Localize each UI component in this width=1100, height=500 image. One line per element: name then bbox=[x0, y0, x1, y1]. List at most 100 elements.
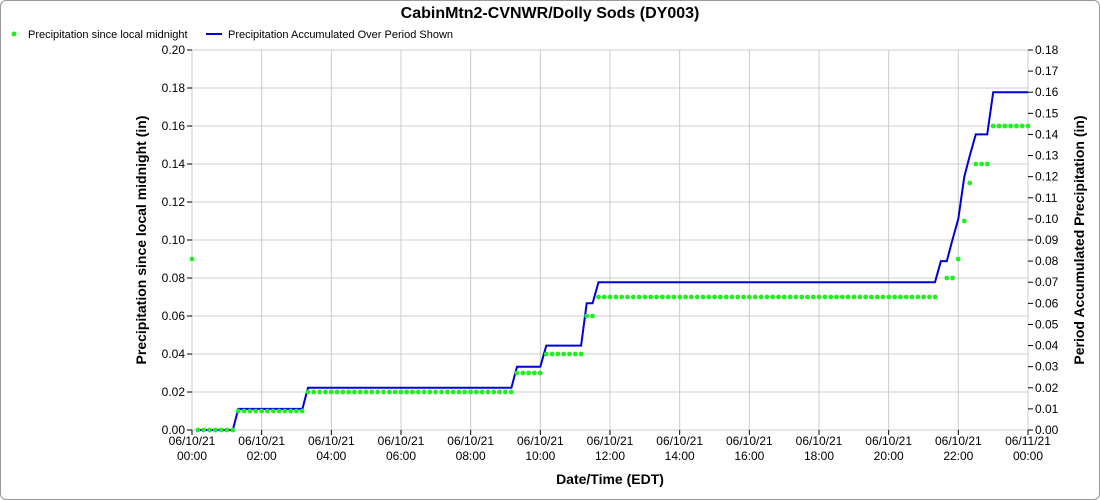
x-tick-date-label: 06/10/21 bbox=[796, 434, 843, 448]
y-left-tick-label: 0.04 bbox=[162, 347, 186, 361]
x-tick-date-label: 06/10/21 bbox=[517, 434, 564, 448]
precip-since-midnight-point bbox=[781, 294, 787, 300]
precip-since-midnight-point bbox=[961, 218, 967, 224]
precip-since-midnight-point bbox=[764, 294, 770, 300]
y-right-tick-label: 0.01 bbox=[1035, 402, 1059, 416]
precip-since-midnight-point bbox=[247, 408, 253, 414]
precip-since-midnight-point bbox=[386, 389, 392, 395]
precip-since-midnight-point bbox=[990, 123, 996, 129]
precip-since-midnight-point bbox=[810, 294, 816, 300]
precip-since-midnight-point bbox=[340, 389, 346, 395]
precip-since-midnight-point bbox=[392, 389, 398, 395]
precip-since-midnight-point bbox=[450, 389, 456, 395]
y-left-tick-label: 0.16 bbox=[162, 119, 186, 133]
y-left-tick-label: 0.02 bbox=[162, 385, 186, 399]
y-right-tick-label: 0.07 bbox=[1035, 275, 1059, 289]
precip-since-midnight-point bbox=[323, 389, 328, 395]
precip-since-midnight-point bbox=[793, 294, 799, 300]
precip-since-midnight-point bbox=[363, 389, 369, 395]
precip-since-midnight-point bbox=[770, 294, 776, 300]
precip-since-midnight-point bbox=[224, 427, 230, 433]
precip-since-midnight-point bbox=[317, 389, 322, 395]
precip-since-midnight-point bbox=[549, 351, 555, 357]
precip-since-midnight-point bbox=[619, 294, 625, 300]
precip-since-midnight-point bbox=[235, 408, 241, 414]
precip-since-midnight-point bbox=[857, 294, 863, 300]
precip-since-midnight-point bbox=[444, 389, 450, 395]
precip-since-midnight-point bbox=[741, 294, 746, 300]
precip-since-midnight-point bbox=[694, 294, 700, 300]
x-tick-time-label: 00:00 bbox=[1013, 449, 1043, 463]
precip-since-midnight-point bbox=[421, 389, 427, 395]
precip-since-midnight-point bbox=[607, 294, 613, 300]
precip-since-midnight-point bbox=[689, 294, 694, 300]
precip-since-midnight-point bbox=[729, 294, 735, 300]
precip-since-midnight-point bbox=[839, 294, 845, 300]
legend-dot-marker bbox=[11, 31, 17, 37]
precip-since-midnight-point bbox=[625, 294, 630, 300]
precip-since-midnight-point bbox=[369, 389, 375, 395]
precip-since-midnight-point bbox=[433, 389, 439, 395]
precip-since-midnight-point bbox=[218, 427, 224, 433]
precip-since-midnight-point bbox=[752, 294, 758, 300]
precip-since-midnight-point bbox=[654, 294, 659, 300]
precip-since-midnight-point bbox=[294, 408, 299, 414]
chart-title: CabinMtn2-CVNWR/Dolly Sods (DY003) bbox=[401, 5, 700, 22]
precip-since-midnight-point bbox=[700, 294, 706, 300]
x-tick-time-label: 10:00 bbox=[525, 449, 555, 463]
x-tick-date-label: 06/10/21 bbox=[935, 434, 982, 448]
legend-label-precip-since-midnight: Precipitation since local midnight bbox=[28, 29, 188, 41]
x-tick-time-label: 20:00 bbox=[874, 449, 904, 463]
precip-since-midnight-point bbox=[1014, 123, 1019, 129]
precip-since-midnight-point bbox=[985, 161, 990, 167]
x-axis-title: Date/Time (EDT) bbox=[556, 471, 664, 487]
precip-since-midnight-point bbox=[375, 389, 381, 395]
precip-since-midnight-point bbox=[485, 389, 491, 395]
y-right-tick-label: 0.18 bbox=[1035, 43, 1059, 57]
precip-since-midnight-point bbox=[346, 389, 351, 395]
precip-since-midnight-point bbox=[328, 389, 334, 395]
precip-since-midnight-point bbox=[265, 408, 270, 414]
y-right-tick-label: 0.17 bbox=[1035, 64, 1059, 78]
precip-since-midnight-point bbox=[886, 294, 892, 300]
precip-since-midnight-point bbox=[863, 294, 868, 300]
precip-since-midnight-point bbox=[1008, 123, 1013, 129]
x-tick-date-label: 06/10/21 bbox=[587, 434, 634, 448]
precip-since-midnight-point bbox=[747, 294, 752, 300]
precip-since-midnight-point bbox=[642, 294, 648, 300]
precip-since-midnight-point bbox=[189, 256, 195, 262]
x-tick-time-label: 16:00 bbox=[734, 449, 764, 463]
precip-since-midnight-point bbox=[601, 294, 607, 300]
precip-since-midnight-point bbox=[967, 180, 973, 186]
precip-since-midnight-point bbox=[1025, 123, 1031, 129]
precip-since-midnight-point bbox=[706, 294, 712, 300]
y-right-tick-label: 0.15 bbox=[1035, 106, 1059, 120]
y-right-tick-label: 0.06 bbox=[1035, 296, 1059, 310]
precip-since-midnight-point bbox=[996, 123, 1002, 129]
precip-since-midnight-point bbox=[822, 294, 828, 300]
precip-since-midnight-point bbox=[950, 275, 955, 281]
precip-since-midnight-point bbox=[201, 427, 207, 433]
precip-since-midnight-point bbox=[311, 389, 317, 395]
precip-since-midnight-point bbox=[439, 389, 444, 395]
x-tick-time-label: 08:00 bbox=[456, 449, 486, 463]
x-tick-date-label: 06/10/21 bbox=[169, 434, 216, 448]
precip-since-midnight-point bbox=[758, 294, 764, 300]
x-tick-time-label: 02:00 bbox=[247, 449, 277, 463]
precip-since-midnight-point bbox=[561, 351, 567, 357]
precip-since-midnight-point bbox=[410, 389, 415, 395]
precip-since-midnight-point bbox=[270, 408, 276, 414]
precip-since-midnight-point bbox=[979, 161, 984, 167]
precip-since-midnight-point bbox=[299, 408, 305, 414]
precip-since-midnight-point bbox=[735, 294, 741, 300]
series-since-midnight-dots bbox=[189, 123, 1031, 433]
precip-since-midnight-point bbox=[491, 389, 497, 395]
x-tick-date-label: 06/10/21 bbox=[656, 434, 703, 448]
precip-since-midnight-point bbox=[816, 294, 822, 300]
x-tick-time-label: 12:00 bbox=[595, 449, 625, 463]
precip-since-midnight-point bbox=[869, 294, 874, 300]
y-axis-right-title: Period Accumulated Precipitation (in) bbox=[1071, 115, 1087, 364]
precip-since-midnight-point bbox=[462, 389, 468, 395]
y-left-tick-label: 0.08 bbox=[162, 271, 186, 285]
precip-since-midnight-point bbox=[241, 408, 247, 414]
